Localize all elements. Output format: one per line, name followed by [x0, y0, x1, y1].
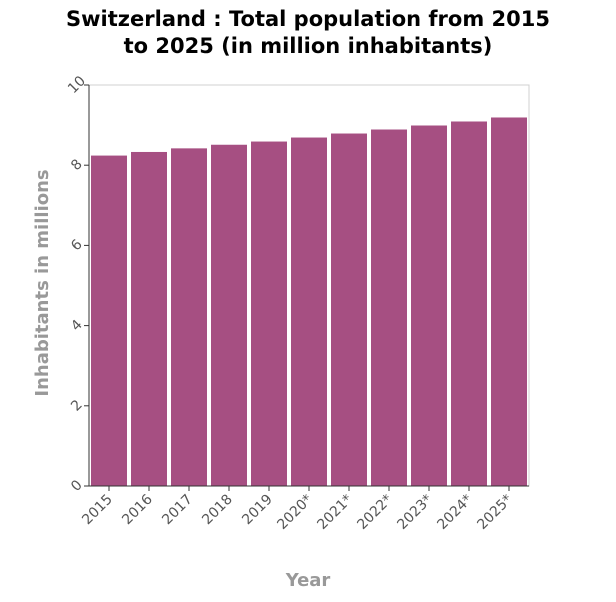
x-tick-label: 2018 [199, 492, 236, 529]
x-tick-label: 2019 [239, 492, 276, 529]
y-tick-label: 2 [68, 397, 86, 415]
x-axis: 2015 2016 2017 2018 20192020*2021*2022*2023*… [79, 485, 529, 533]
bar-2024-projected [451, 121, 487, 486]
chart-title: Switzerland : Total population from 2015… [0, 6, 616, 60]
x-tick-label: 2021* [314, 492, 355, 533]
x-tick-label: 2016 [119, 491, 156, 528]
x-tick-label: 2024* [434, 492, 475, 533]
x-tick-label: 2015 [79, 492, 116, 529]
bar-2023-projected [411, 125, 447, 486]
chart-title-line-2: to 2025 (in million inhabitants) [123, 34, 493, 58]
bar-2015 [91, 155, 127, 487]
bar-2021-projected [331, 133, 367, 486]
bar-2020-projected [291, 137, 327, 486]
bar-2017 [171, 148, 207, 486]
y-tick-label: 8 [68, 156, 86, 174]
bar-2025-projected [491, 117, 527, 486]
chart-title-line-1: Switzerland : Total population from 2015 [66, 7, 550, 31]
x-tick-label: 2023* [394, 492, 435, 533]
y-axis-title: Inhabitants in millions [32, 169, 53, 396]
x-tick-label: 2025* [474, 492, 515, 533]
bar-2019 [251, 141, 287, 486]
y-tick-label: 10 [65, 73, 89, 97]
bar-2022-projected [371, 129, 407, 487]
y-tick-label: 0 [68, 477, 86, 495]
y-tick-label: 6 [68, 237, 86, 255]
bar-2016 [131, 151, 167, 487]
x-tick-label: 2022* [354, 492, 395, 533]
bar-2018 [211, 144, 247, 486]
x-tick-label: 2020* [274, 492, 315, 533]
x-tick-label: 2017 [159, 492, 196, 529]
bars [91, 117, 527, 487]
y-tick-label: 4 [68, 317, 86, 335]
y-axis: 0 2 4 6 8 10 [65, 73, 90, 495]
x-axis-title: Year [285, 570, 331, 591]
